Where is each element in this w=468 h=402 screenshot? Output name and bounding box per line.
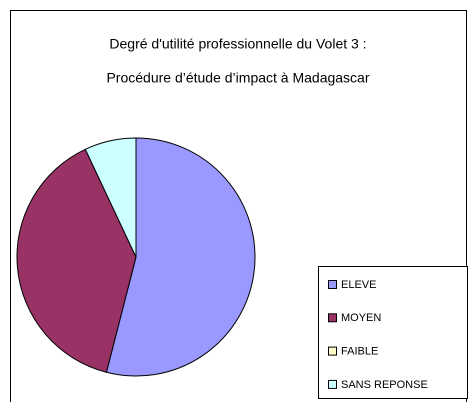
pie-slice [105, 137, 256, 377]
legend-swatch [328, 346, 337, 356]
pie-slice [16, 148, 137, 373]
legend-swatch [328, 280, 337, 289]
legend-label: ELEVE [341, 279, 376, 291]
chart-title: Degré d'utilité professionnelle du Volet… [109, 36, 366, 52]
chart-title: Procédure d’étude d’impact à Madagascar [106, 70, 369, 86]
legend-label: SANS REPONSE [341, 379, 428, 391]
legend-label: MOYEN [341, 312, 381, 324]
legend-label: FAIBLE [341, 346, 378, 358]
legend-box [318, 266, 468, 399]
pie-slice [84, 137, 137, 258]
legend-swatch [328, 313, 337, 323]
legend-swatch [328, 379, 337, 389]
